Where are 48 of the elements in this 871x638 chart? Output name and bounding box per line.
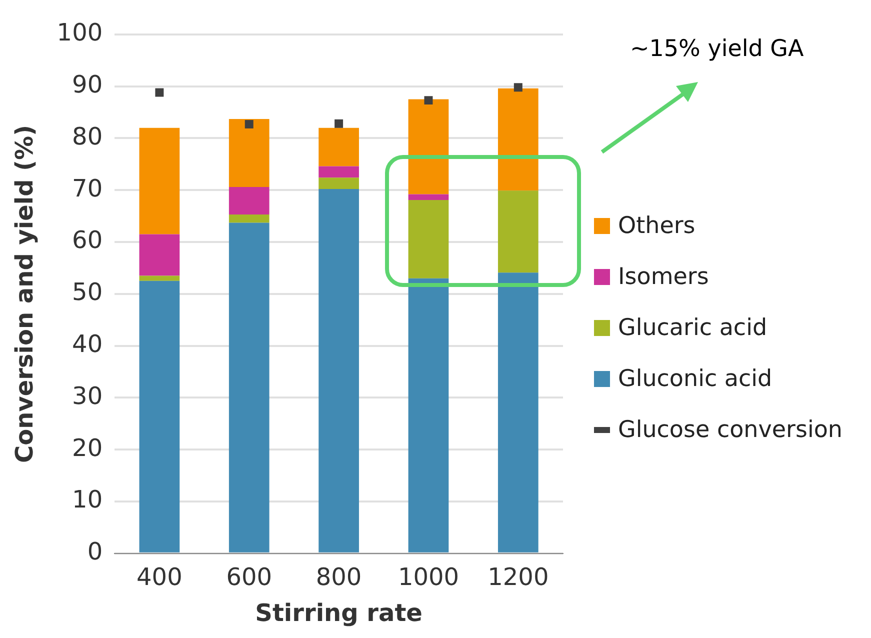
y-tick-label: 20	[72, 434, 103, 462]
x-tick-label: 1000	[398, 563, 460, 592]
x-tick-label: 1200	[488, 563, 549, 592]
bar	[318, 166, 359, 178]
y-tick-label: 100	[56, 18, 103, 47]
point	[244, 120, 254, 128]
y-tick-label: 80	[72, 122, 103, 150]
legend-label: Glucaric acid	[618, 314, 768, 340]
y-tick-label: 50	[72, 278, 103, 306]
y-tick-label: 70	[72, 174, 103, 202]
bar	[498, 272, 538, 552]
x-axis-title: Stirring rate	[255, 598, 422, 627]
y-tick-label: 60	[72, 226, 103, 254]
bar	[498, 190, 538, 273]
x-tick-label: 600	[226, 563, 272, 592]
bar	[139, 276, 180, 281]
bar	[408, 194, 449, 200]
point	[155, 88, 164, 97]
legend-label: Others	[618, 212, 696, 238]
y-axis-title: Conversion and yield (%)	[10, 124, 39, 463]
bar	[408, 200, 449, 278]
legend-label: Gluconic acid	[618, 366, 772, 392]
bar	[228, 214, 270, 223]
bar	[139, 280, 180, 552]
y-tick-label: 90	[72, 70, 103, 99]
bar	[228, 118, 270, 187]
bar	[228, 222, 270, 552]
point	[514, 83, 522, 92]
x-tick-label: 800	[316, 563, 362, 592]
bar	[318, 128, 359, 166]
text: ~15% yield GA	[630, 36, 804, 62]
bar	[408, 99, 449, 194]
y-tick-label: 30	[72, 382, 103, 410]
bar	[318, 189, 359, 552]
bar	[139, 128, 180, 234]
x-tick-label: 400	[136, 563, 182, 592]
legend-label: Isomers	[618, 264, 709, 290]
bar	[228, 186, 270, 214]
y-tick-label: 10	[72, 486, 103, 514]
bar	[498, 88, 538, 191]
legend-label: Glucose conversion	[618, 416, 842, 442]
point	[424, 96, 433, 105]
y-tick-label: 40	[72, 330, 103, 358]
y-tick-label: 0	[87, 538, 103, 566]
bar	[139, 234, 180, 276]
bar	[318, 178, 359, 190]
point	[334, 119, 344, 128]
bar	[408, 278, 449, 552]
